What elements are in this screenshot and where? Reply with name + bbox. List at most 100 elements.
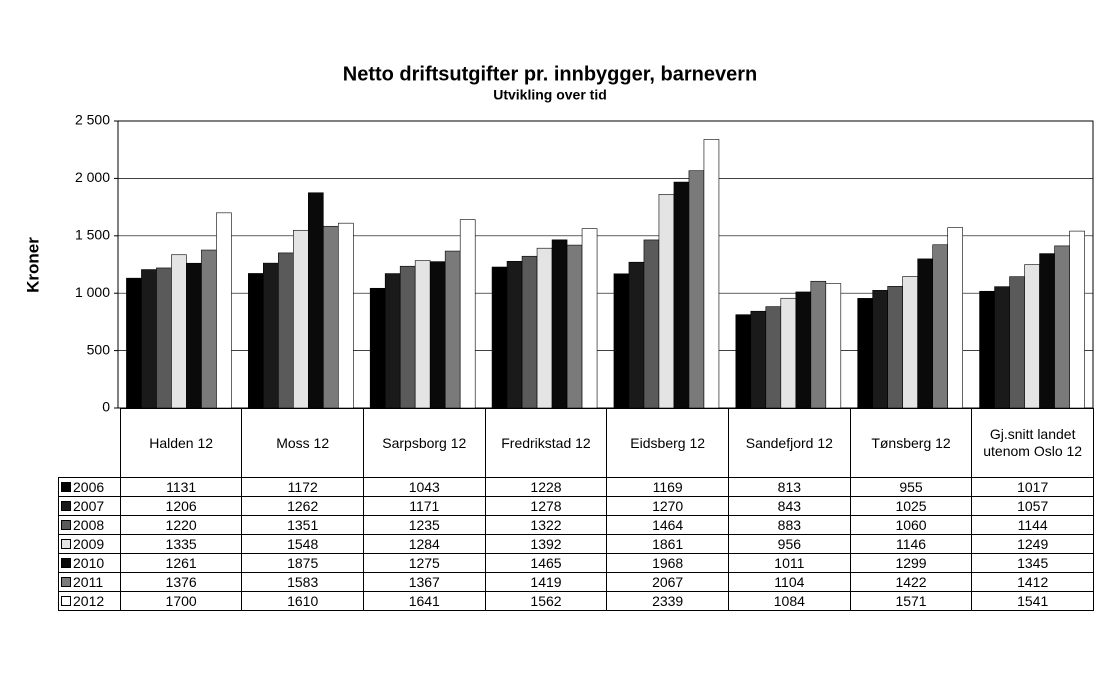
data-row: 2011 1376 1583 1367 1419 2067 1104 1422 1412 bbox=[58, 572, 1094, 592]
legend-entry: 2008 bbox=[58, 515, 121, 535]
category-label: Gj.snitt landet utenom Oslo 12 bbox=[971, 408, 1094, 478]
legend-label: 2008 bbox=[73, 517, 105, 533]
data-label: 1583 bbox=[241, 572, 364, 592]
data-label: 1228 bbox=[484, 477, 608, 497]
bar bbox=[1054, 245, 1070, 409]
header-row: Halden 12 Moss 12 Sarpsborg 12 Fredrikstad … bbox=[58, 408, 1094, 478]
data-label: 1299 bbox=[849, 553, 973, 573]
legend-entry: 2012 bbox=[58, 591, 121, 611]
data-row: 2010 1261 1875 1275 1465 1968 1011 1299 1345 bbox=[58, 553, 1094, 573]
data-label: 1641 bbox=[362, 591, 486, 611]
bar bbox=[171, 254, 187, 409]
data-row: 2012 1700 1610 1641 1562 2339 1084 1571 1541 bbox=[58, 591, 1094, 611]
bar bbox=[780, 297, 797, 409]
bar bbox=[491, 266, 508, 409]
bar bbox=[765, 306, 782, 409]
legend-swatch bbox=[61, 482, 71, 492]
data-table: Halden 12 Moss 12 Sarpsborg 12 Fredrikstad … bbox=[58, 408, 1094, 611]
category-label: Moss 12 bbox=[241, 408, 364, 478]
data-label: 1057 bbox=[971, 496, 1094, 516]
data-label: 1322 bbox=[484, 515, 608, 535]
data-row: 2006 1131 1172 1043 1228 1169 813 955 1017 bbox=[58, 477, 1094, 497]
y-tick-label: 2 500 bbox=[75, 112, 110, 128]
legend-entry: 2007 bbox=[58, 496, 121, 516]
data-label: 1146 bbox=[849, 534, 973, 554]
bar bbox=[186, 262, 202, 409]
bar bbox=[156, 267, 172, 409]
bar bbox=[414, 260, 431, 409]
bar bbox=[1039, 253, 1055, 409]
legend-swatch bbox=[61, 539, 71, 549]
data-label: 1335 bbox=[119, 534, 243, 554]
data-label: 1464 bbox=[606, 515, 729, 535]
legend-swatch bbox=[61, 596, 71, 606]
data-label: 1367 bbox=[362, 572, 486, 592]
bar bbox=[1024, 264, 1040, 409]
bar bbox=[902, 276, 918, 409]
chart-title: Netto driftsutgifter pr. innbygger, barn… bbox=[343, 63, 758, 85]
legend-label: 2006 bbox=[73, 479, 105, 495]
category-label: Tønsberg 12 bbox=[849, 408, 973, 478]
bar bbox=[521, 255, 538, 409]
category-label: Fredrikstad 12 bbox=[484, 408, 608, 478]
data-label: 883 bbox=[727, 515, 851, 535]
bar bbox=[566, 244, 583, 409]
bar bbox=[444, 250, 461, 409]
data-label: 1011 bbox=[727, 553, 851, 573]
bar bbox=[1069, 230, 1085, 409]
bar bbox=[932, 244, 948, 409]
y-tick-label: 1 000 bbox=[75, 284, 110, 300]
bar bbox=[688, 170, 705, 409]
bar bbox=[369, 287, 386, 409]
data-label: 1017 bbox=[971, 477, 1094, 497]
bar bbox=[613, 273, 630, 409]
bar bbox=[673, 181, 690, 409]
bar bbox=[979, 290, 995, 409]
data-label: 1412 bbox=[971, 572, 1094, 592]
data-label: 1261 bbox=[119, 553, 243, 573]
data-label: 1270 bbox=[606, 496, 729, 516]
chart-subtitle: Utvikling over tid bbox=[493, 87, 607, 103]
bar bbox=[201, 249, 217, 409]
data-label: 1220 bbox=[119, 515, 243, 535]
bar bbox=[825, 283, 842, 409]
data-label: 1422 bbox=[849, 572, 973, 592]
bar bbox=[994, 286, 1010, 409]
bar bbox=[338, 222, 354, 409]
legend-label: 2009 bbox=[73, 536, 105, 552]
category-label: Eidsberg 12 bbox=[606, 408, 729, 478]
data-label: 813 bbox=[727, 477, 851, 497]
data-label: 1861 bbox=[606, 534, 729, 554]
data-label: 1206 bbox=[119, 496, 243, 516]
data-label: 1278 bbox=[484, 496, 608, 516]
data-label: 1968 bbox=[606, 553, 729, 573]
bar bbox=[581, 228, 598, 409]
bar bbox=[459, 219, 476, 409]
bar bbox=[293, 229, 309, 409]
bar bbox=[810, 280, 827, 409]
data-label: 1571 bbox=[849, 591, 973, 611]
bar bbox=[216, 212, 232, 409]
bar bbox=[735, 314, 752, 409]
bar bbox=[384, 273, 401, 409]
bar bbox=[750, 310, 767, 409]
category-label: Sandefjord 12 bbox=[727, 408, 851, 478]
bar bbox=[429, 261, 446, 409]
y-tick-label: 1 500 bbox=[75, 227, 110, 243]
bar bbox=[506, 260, 523, 409]
data-label: 1249 bbox=[971, 534, 1094, 554]
data-label: 1172 bbox=[241, 477, 364, 497]
legend-entry: 2011 bbox=[58, 572, 121, 592]
data-label: 1084 bbox=[727, 591, 851, 611]
data-row: 2007 1206 1262 1171 1278 1270 843 1025 1057 bbox=[58, 496, 1094, 516]
bar bbox=[628, 261, 645, 409]
y-tick-label: 0 bbox=[102, 399, 110, 415]
legend-swatch bbox=[61, 501, 71, 511]
bar bbox=[658, 194, 675, 409]
data-label: 843 bbox=[727, 496, 851, 516]
bar bbox=[887, 286, 903, 409]
data-label: 1875 bbox=[241, 553, 364, 573]
bar bbox=[248, 273, 264, 409]
legend-label: 2010 bbox=[73, 555, 105, 571]
